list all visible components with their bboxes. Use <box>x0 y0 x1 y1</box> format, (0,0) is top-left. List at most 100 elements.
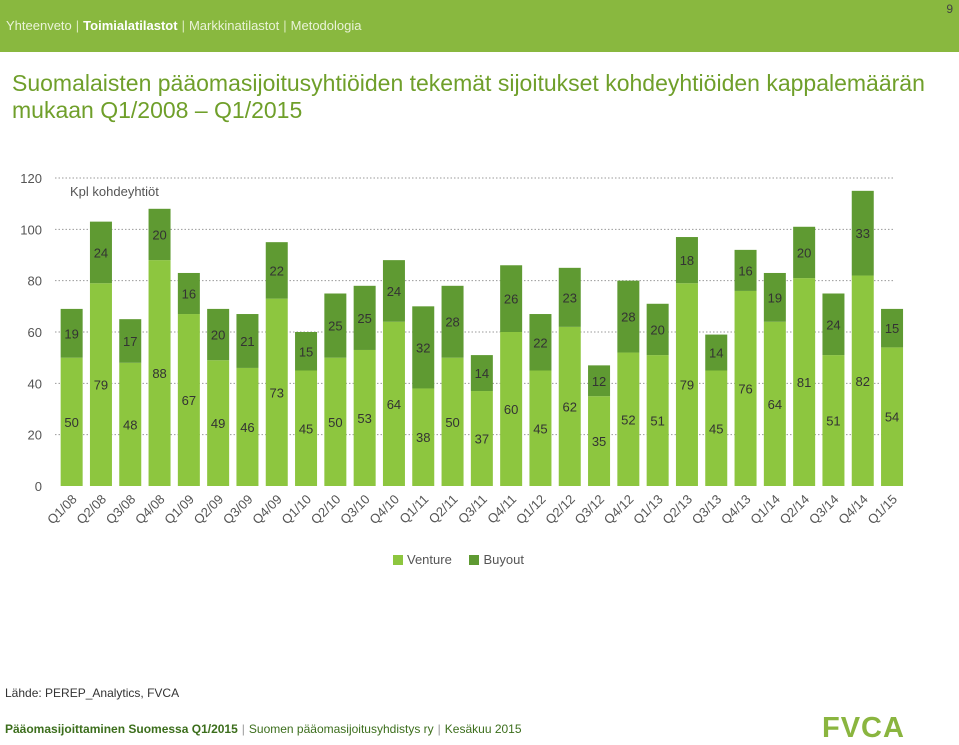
bar-buyout <box>851 190 874 276</box>
nav-item-markkinatilastot[interactable]: Markkinatilastot <box>188 18 280 33</box>
bar-venture <box>646 355 669 486</box>
x-tick-label: Q4/08 <box>132 492 168 528</box>
section-navigation: Yhteenveto | Toimialatilastot | Markkinatila… <box>6 18 361 33</box>
value-label-buyout: 24 <box>387 284 401 299</box>
bar-buyout <box>617 280 640 353</box>
value-label-venture: 38 <box>416 430 430 445</box>
x-tick-label: Q1/11 <box>396 492 431 527</box>
value-label-venture: 50 <box>328 415 342 430</box>
value-label-venture: 37 <box>475 432 489 447</box>
bar-venture <box>324 357 347 486</box>
value-label-buyout: 20 <box>152 227 166 242</box>
value-label-venture: 52 <box>621 412 635 427</box>
value-label-buyout: 20 <box>211 328 225 343</box>
bar-buyout <box>119 319 142 363</box>
value-label-buyout: 33 <box>856 226 870 241</box>
nav-item-toimialatilastot[interactable]: Toimialatilastot <box>83 18 178 33</box>
value-label-buyout: 15 <box>885 321 899 336</box>
bar-buyout <box>558 267 581 327</box>
footer-separator: | <box>437 722 441 736</box>
bar-venture <box>412 388 435 486</box>
x-tick-label: Q1/14 <box>747 492 783 528</box>
y-tick-label: 0 <box>35 479 42 494</box>
source-note: Lähde: PEREP_Analytics, FVCA <box>5 686 180 700</box>
x-tick-label: Q2/10 <box>308 492 344 528</box>
bar-venture <box>89 283 112 486</box>
bar-venture <box>265 298 288 486</box>
value-label-venture: 48 <box>123 417 137 432</box>
x-tick-label: Q1/08 <box>44 492 80 528</box>
legend-item-buyout: Buyout <box>469 552 524 567</box>
bar-buyout <box>177 272 200 315</box>
bar-venture <box>734 290 757 486</box>
bar-buyout <box>500 265 523 332</box>
x-tick-label: Q2/13 <box>659 492 695 528</box>
value-label-buyout: 19 <box>64 326 78 341</box>
x-tick-label: Q4/12 <box>601 492 637 528</box>
bar-buyout <box>441 285 464 358</box>
bar-venture <box>60 357 83 486</box>
value-label-venture: 79 <box>94 378 108 393</box>
bar-venture <box>617 352 640 486</box>
x-tick-label: Q3/10 <box>337 492 373 528</box>
bar-buyout <box>529 314 552 371</box>
x-tick-label: Q1/12 <box>513 492 549 528</box>
x-tick-label: Q3/08 <box>103 492 139 528</box>
bar-value-labels: 50 19 79 24 48 17 88 20 67 16 49 20 46 21 73 22 45 15 50 25… <box>64 226 899 449</box>
value-label-buyout: 28 <box>445 315 459 330</box>
value-label-venture: 60 <box>504 402 518 417</box>
x-tick-label: Q2/11 <box>426 492 461 527</box>
bar-buyout <box>60 308 83 358</box>
value-label-venture: 88 <box>152 366 166 381</box>
value-label-buyout: 22 <box>270 263 284 278</box>
bar-buyout <box>763 272 786 322</box>
value-label-buyout: 25 <box>357 311 371 326</box>
bar-buyout <box>675 237 698 284</box>
footer-organization: Suomen pääomasijoitusyhdistys ry <box>248 722 434 736</box>
y-tick-label: 80 <box>28 274 42 289</box>
bar-buyout <box>207 308 230 361</box>
value-label-venture: 50 <box>445 415 459 430</box>
nav-item-yhteenveto[interactable]: Yhteenveto <box>6 18 72 33</box>
y-axis-tick-labels: 0 20 40 60 80 100 120 <box>20 171 42 494</box>
y-tick-label: 20 <box>28 428 42 443</box>
bar-buyout <box>324 293 347 358</box>
x-tick-label: Q4/11 <box>484 492 519 527</box>
nav-item-metodologia[interactable]: Metodologia <box>290 18 362 33</box>
value-label-buyout: 15 <box>299 344 313 359</box>
footer-date: Kesäkuu 2015 <box>444 722 522 736</box>
y-tick-label: 40 <box>28 376 42 391</box>
bar-venture <box>851 275 874 486</box>
bar-buyout <box>881 308 904 348</box>
value-label-venture: 51 <box>650 414 664 429</box>
value-label-venture: 35 <box>592 434 606 449</box>
value-label-buyout: 19 <box>768 290 782 305</box>
bar-buyout <box>470 355 493 392</box>
bar-venture <box>793 278 816 486</box>
value-label-buyout: 18 <box>680 253 694 268</box>
bar-buyout <box>588 365 611 397</box>
page-number: 9 <box>946 2 953 16</box>
stacked-bar-chart: 0 20 40 60 80 100 120 Kpl kohdeyhtiöt 50 19 79 24… <box>20 171 904 528</box>
value-label-venture: 62 <box>563 399 577 414</box>
bar-venture <box>177 314 200 486</box>
bar-buyout <box>412 306 435 389</box>
value-label-buyout: 24 <box>826 317 840 332</box>
x-tick-label: Q4/13 <box>718 492 754 528</box>
bar-buyout <box>705 334 728 371</box>
bar-venture <box>207 360 230 486</box>
bar-buyout <box>734 249 757 291</box>
footer-separator: | <box>241 722 245 736</box>
bar-buyout <box>646 303 669 356</box>
x-tick-label: Q2/14 <box>777 492 813 528</box>
bar-venture <box>441 357 464 486</box>
x-tick-label: Q2/09 <box>191 492 227 528</box>
footer: Pääomasijoittaminen Suomessa Q1/2015 | Suo… <box>5 722 522 736</box>
x-tick-label: Q4/09 <box>249 492 285 528</box>
x-tick-label: Q4/14 <box>835 492 871 528</box>
value-label-venture: 79 <box>680 378 694 393</box>
bar-buyout <box>353 285 376 350</box>
value-label-buyout: 14 <box>475 366 489 381</box>
bar-buyout <box>382 260 405 322</box>
x-tick-label: Q3/11 <box>455 492 490 527</box>
